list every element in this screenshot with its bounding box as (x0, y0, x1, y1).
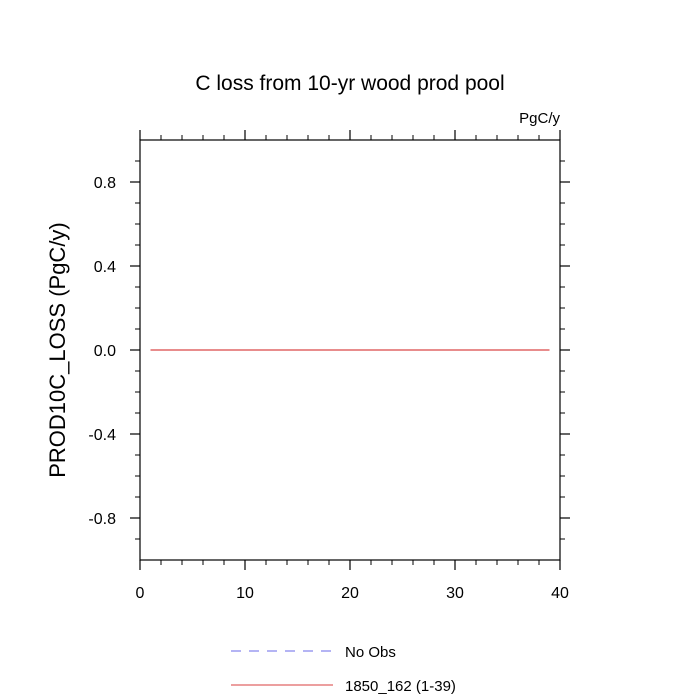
y-axis-label: PROD10C_LOSS (PgC/y) (45, 222, 70, 478)
units-label: PgC/y (519, 110, 560, 127)
y-tick-label: 0.0 (94, 343, 116, 360)
legend-label: 1850_162 (1-39) (345, 678, 456, 695)
x-tick-label: 20 (341, 585, 359, 602)
x-tick-label: 0 (136, 585, 145, 602)
x-tick-label: 30 (446, 585, 464, 602)
legend: No Obs 1850_162 (1-39) (231, 644, 456, 695)
chart-title: C loss from 10-yr wood prod pool (195, 72, 504, 95)
y-tick-label: 0.8 (94, 175, 116, 192)
x-tick-label: 10 (236, 585, 254, 602)
y-tick-label: 0.4 (94, 259, 116, 276)
x-tick-label: 40 (551, 585, 569, 602)
y-tick-label: -0.8 (88, 511, 116, 528)
tick-labels: 0 10 20 30 40 -0.8 -0.4 0.0 0.4 0.8 (88, 175, 569, 602)
legend-label: No Obs (345, 644, 396, 661)
y-tick-label: -0.4 (88, 427, 116, 444)
axis-ticks (130, 130, 570, 570)
